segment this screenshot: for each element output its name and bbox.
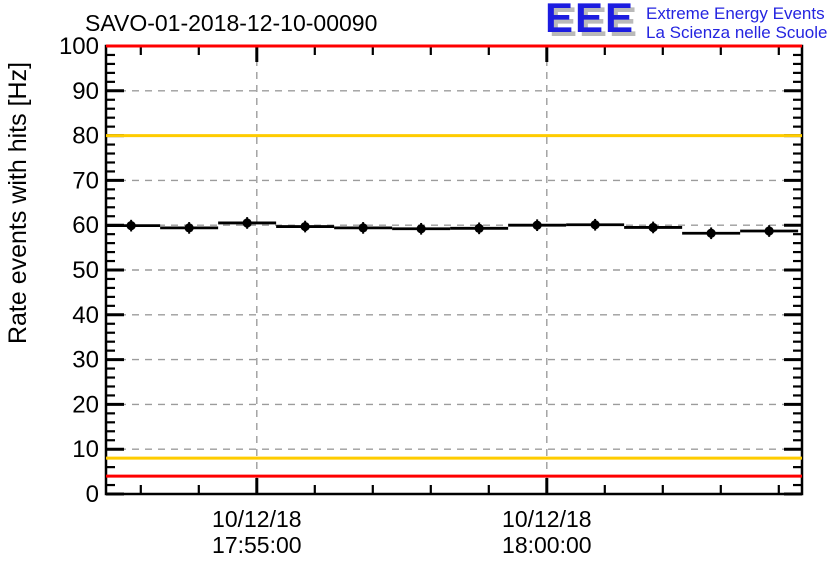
data-point-marker (126, 221, 136, 231)
x-tick-label-17:55:00-line1: 17:55:00 (212, 532, 302, 558)
data-point-marker (764, 226, 774, 236)
data-point-marker (590, 220, 600, 230)
data-point-marker (184, 223, 194, 233)
y-tick-label-40: 40 (72, 302, 99, 329)
data-point-marker (416, 224, 426, 234)
y-tick-label-90: 90 (72, 78, 99, 105)
y-tick-label-0: 0 (86, 481, 99, 508)
y-tick-label-10: 10 (72, 436, 99, 463)
y-tick-label-20: 20 (72, 391, 99, 418)
x-tick-label-18:00:00-line0: 10/12/18 (502, 506, 592, 532)
y-tick-label-100: 100 (59, 33, 99, 60)
eee-logo-acronym: EEE (545, 0, 636, 41)
data-point-marker (358, 223, 368, 233)
data-point-marker (242, 218, 252, 228)
x-tick-label-17:55:00-line0: 10/12/18 (212, 506, 302, 532)
eee-logo-line1: Extreme Energy Events (646, 4, 825, 23)
y-tick-label-80: 80 (72, 123, 99, 150)
data-point-marker (474, 223, 484, 233)
eee-logo-text: Extreme Energy Events La Scienza nelle S… (646, 4, 827, 42)
eee-logo-line2: La Scienza nelle Scuole (646, 23, 828, 42)
data-point-marker (648, 222, 658, 233)
y-tick-label-50: 50 (72, 257, 99, 284)
data-point-marker (706, 228, 716, 238)
y-tick-label-60: 60 (72, 212, 99, 239)
x-tick-label-18:00:00-line1: 18:00:00 (502, 532, 592, 558)
page-title: SAVO-01-2018-12-10-00090 (85, 10, 378, 36)
y-tick-label-70: 70 (72, 167, 99, 194)
data-point-marker (532, 220, 542, 230)
data-point-marker (300, 221, 310, 232)
y-tick-label-30: 30 (72, 347, 99, 374)
eee-logo: EEE Extreme Energy Events La Scienza nel… (543, 0, 836, 44)
